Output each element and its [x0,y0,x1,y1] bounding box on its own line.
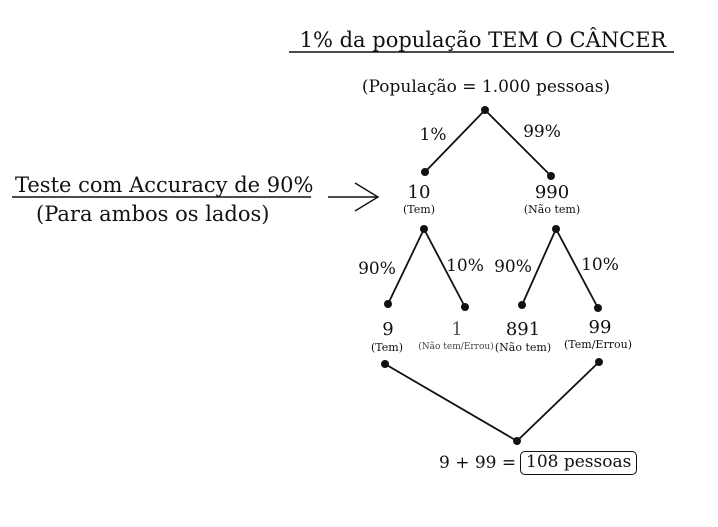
sum-expression: 9 + 99 = [439,453,517,473]
edge-9-to-sum [384,363,518,442]
node-10-bottom [420,225,428,233]
edge-root-left [424,109,486,173]
node-caption-99: (Tem/Errou) [564,338,632,351]
node-value-10: 10 [407,182,431,203]
edge-label-90pct-right: 90% [494,257,532,277]
edge-label-99pct: 99% [523,122,561,142]
arrow-right-icon [328,182,380,212]
node-990-top [547,172,555,180]
node-value-99: 99 [588,317,612,338]
edge-label-90pct-left: 90% [358,259,396,279]
edge-99-to-sum [516,361,600,442]
node-sum [513,437,521,445]
population-label: (População = 1.000 pessoas) [361,77,611,97]
node-9-bottom [381,360,389,368]
side-note-line2: (Para ambos os lados) [36,202,270,226]
node-caption-891: (Não tem) [494,341,552,354]
node-caption-1: (Não tem/Errou) [418,342,494,352]
node-99-bottom [595,358,603,366]
node-9-top [384,300,392,308]
edge-label-10pct-left: 10% [446,256,484,276]
page-title: 1% da população TEM O CÂNCER [299,28,667,52]
node-1-top [461,303,469,311]
edge-label-1pct: 1% [419,125,447,145]
node-10-top [421,168,429,176]
node-value-9: 9 [382,319,394,340]
edge-990-right [555,228,599,309]
edge-label-10pct-right: 10% [581,255,619,275]
node-caption-tem: (Tem) [402,203,436,216]
edge-990-left [521,228,557,306]
node-891-top [518,301,526,309]
node-value-990: 990 [534,182,570,203]
side-note-line1: Teste com Accuracy de 90% [15,173,314,197]
edge-10-right [423,228,466,308]
node-caption-9: (Tem) [370,341,404,354]
node-caption-nao-tem: (Não tem) [523,203,581,216]
node-value-1: 1 [451,319,463,340]
sum-result-box: 108 pessoas [520,451,638,475]
node-root [481,106,489,114]
edge-root-right [484,109,552,177]
node-99-top [594,304,602,312]
edge-10-left [387,228,425,305]
node-value-891: 891 [505,319,541,340]
node-990-bottom [552,225,560,233]
